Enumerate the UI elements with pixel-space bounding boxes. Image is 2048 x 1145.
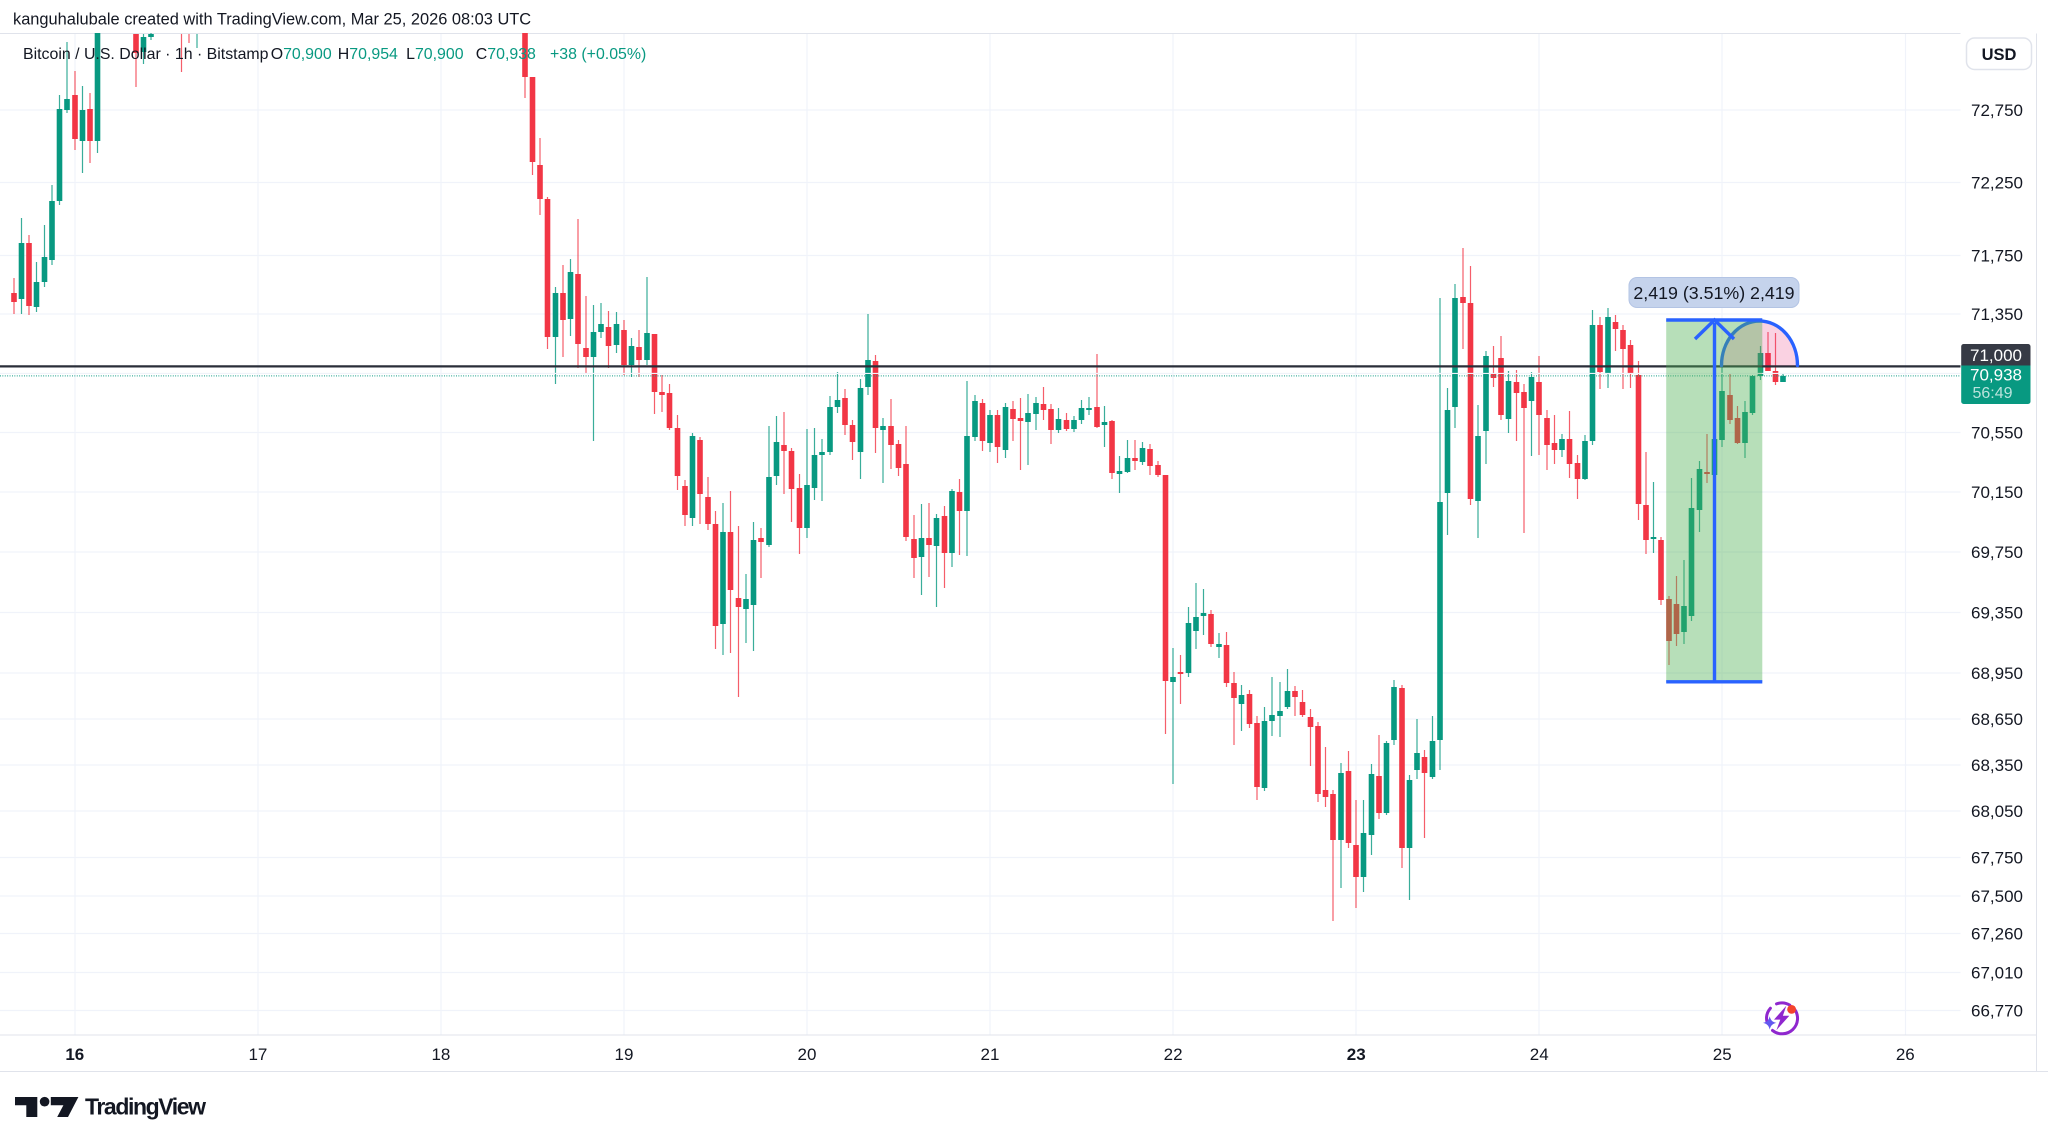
svg-text:18: 18	[431, 1045, 450, 1064]
svg-text:19: 19	[615, 1045, 634, 1064]
svg-text:67,010: 67,010	[1971, 964, 2023, 983]
svg-text:70,150: 70,150	[1971, 483, 2023, 502]
svg-text:71,000: 71,000	[1970, 346, 2022, 365]
svg-text:17: 17	[248, 1045, 267, 1064]
svg-text:68,350: 68,350	[1971, 756, 2023, 775]
svg-text:69,350: 69,350	[1971, 603, 2023, 622]
svg-text:+38 (+0.05%): +38 (+0.05%)	[550, 46, 646, 63]
svg-text:C70,938: C70,938	[476, 46, 536, 63]
svg-text:Bitcoin / U.S. Dollar · 1h · B: Bitcoin / U.S. Dollar · 1h · Bitstamp	[23, 46, 269, 63]
svg-text:O70,900: O70,900	[271, 46, 332, 63]
svg-text:2,419 (3.51%) 2,419: 2,419 (3.51%) 2,419	[1633, 283, 1794, 303]
svg-text:70,550: 70,550	[1971, 423, 2023, 442]
svg-text:25: 25	[1713, 1045, 1732, 1064]
svg-text:H70,954: H70,954	[338, 46, 398, 63]
svg-text:23: 23	[1347, 1045, 1366, 1064]
svg-text:24: 24	[1530, 1045, 1549, 1064]
svg-text:USD: USD	[1982, 46, 2017, 64]
svg-text:21: 21	[981, 1045, 1000, 1064]
svg-text:72,250: 72,250	[1971, 173, 2023, 192]
svg-text:L70,900: L70,900	[406, 46, 464, 63]
svg-text:20: 20	[798, 1045, 817, 1064]
svg-text:67,260: 67,260	[1971, 925, 2023, 944]
svg-text:68,950: 68,950	[1971, 664, 2023, 683]
svg-text:56:49: 56:49	[1972, 385, 2012, 402]
svg-text:22: 22	[1164, 1045, 1183, 1064]
svg-text:69,750: 69,750	[1971, 543, 2023, 562]
svg-text:67,750: 67,750	[1971, 848, 2023, 867]
svg-text:68,050: 68,050	[1971, 802, 2023, 821]
svg-text:72,750: 72,750	[1971, 101, 2023, 120]
svg-text:71,750: 71,750	[1971, 246, 2023, 265]
svg-text:TradingView: TradingView	[85, 1094, 206, 1120]
svg-text:26: 26	[1896, 1045, 1915, 1064]
svg-text:67,500: 67,500	[1971, 887, 2023, 906]
svg-text:16: 16	[65, 1045, 84, 1064]
svg-text:kanguhalubale created with Tra: kanguhalubale created with TradingView.c…	[13, 11, 531, 29]
svg-text:70,938: 70,938	[1970, 366, 2022, 385]
svg-text:71,350: 71,350	[1971, 305, 2023, 324]
svg-text:66,770: 66,770	[1971, 1001, 2023, 1020]
svg-text:68,650: 68,650	[1971, 710, 2023, 729]
